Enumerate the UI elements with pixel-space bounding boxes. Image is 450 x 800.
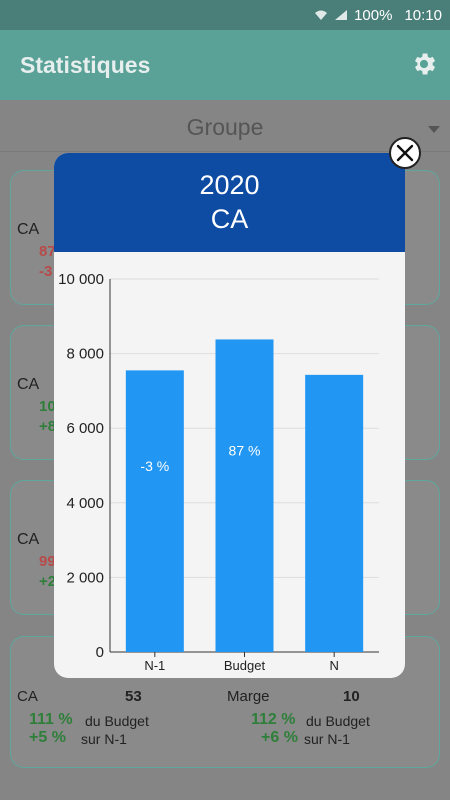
gear-icon[interactable] [410,50,438,78]
ca-n1-text: sur N-1 [81,731,127,747]
ca-budget-value: 87 [39,243,56,260]
dialog-year: 2020 [199,170,260,200]
x-tick-label: N-1 [144,658,165,673]
page-title: Statistiques [20,51,151,78]
ca-label: CA [17,531,40,548]
battery-level: 100% [354,6,393,24]
chevron-down-icon [428,126,440,133]
ca-n1-value: +2 [39,573,57,590]
ca-label: CA [17,221,40,238]
y-tick-label: 2 000 [66,569,104,586]
dialog-title: CA [210,204,249,234]
y-tick-label: 0 [96,644,104,661]
ca-budget-text: du Budget [85,713,149,729]
marge-budget-pct: 112 % [251,711,296,728]
x-tick-label: Budget [224,658,266,673]
marge-budget-text: du Budget [306,713,370,729]
group-selector-label: Groupe [186,114,264,140]
ca-n1-value: -3 [39,263,53,280]
data-label: -3 % [140,458,169,474]
marge-n1-pct: +6 % [261,729,298,746]
bar-n [305,374,364,652]
status-bar: 100% 10:10 [0,0,450,30]
ca-label: CA [17,688,38,705]
y-tick-label: 10 000 [58,271,104,288]
ca-budget-pct: 111 % [29,711,73,728]
dialog-header: 2020 CA [54,153,405,252]
ca-budget-value: 99 [39,553,56,570]
y-tick-label: 8 000 [66,346,104,363]
bar-n-1 [125,370,184,652]
marge-value: 10 [343,688,360,705]
x-tick-label: N [329,658,338,673]
data-label: 87 % [229,443,261,459]
marge-label: Marge [227,688,270,705]
chart-dialog: 2020 CA 0 2 000 4 000 6 000 8 000 10 000 N-1 -3… [54,153,405,678]
bar-chart: 0 2 000 4 000 6 000 8 000 10 000 N-1 -3 % Budget… [58,271,379,673]
signal-icon [335,10,348,20]
app-bar: Statistiques [0,30,450,100]
ca-label: CA [17,376,40,393]
y-tick-label: 4 000 [66,495,104,512]
marge-n1-text: sur N-1 [304,731,350,747]
clock: 10:10 [404,6,442,24]
close-icon [396,144,414,162]
ca-n1-value: +8 [39,418,57,435]
ca-n1-pct: +5 % [29,729,66,746]
close-button[interactable] [389,137,421,169]
group-selector[interactable]: Groupe [0,100,450,152]
ca-value: 53 [125,688,142,705]
bar-budget [215,339,274,652]
wifi-icon [315,10,328,20]
y-tick-label: 6 000 [66,420,104,437]
